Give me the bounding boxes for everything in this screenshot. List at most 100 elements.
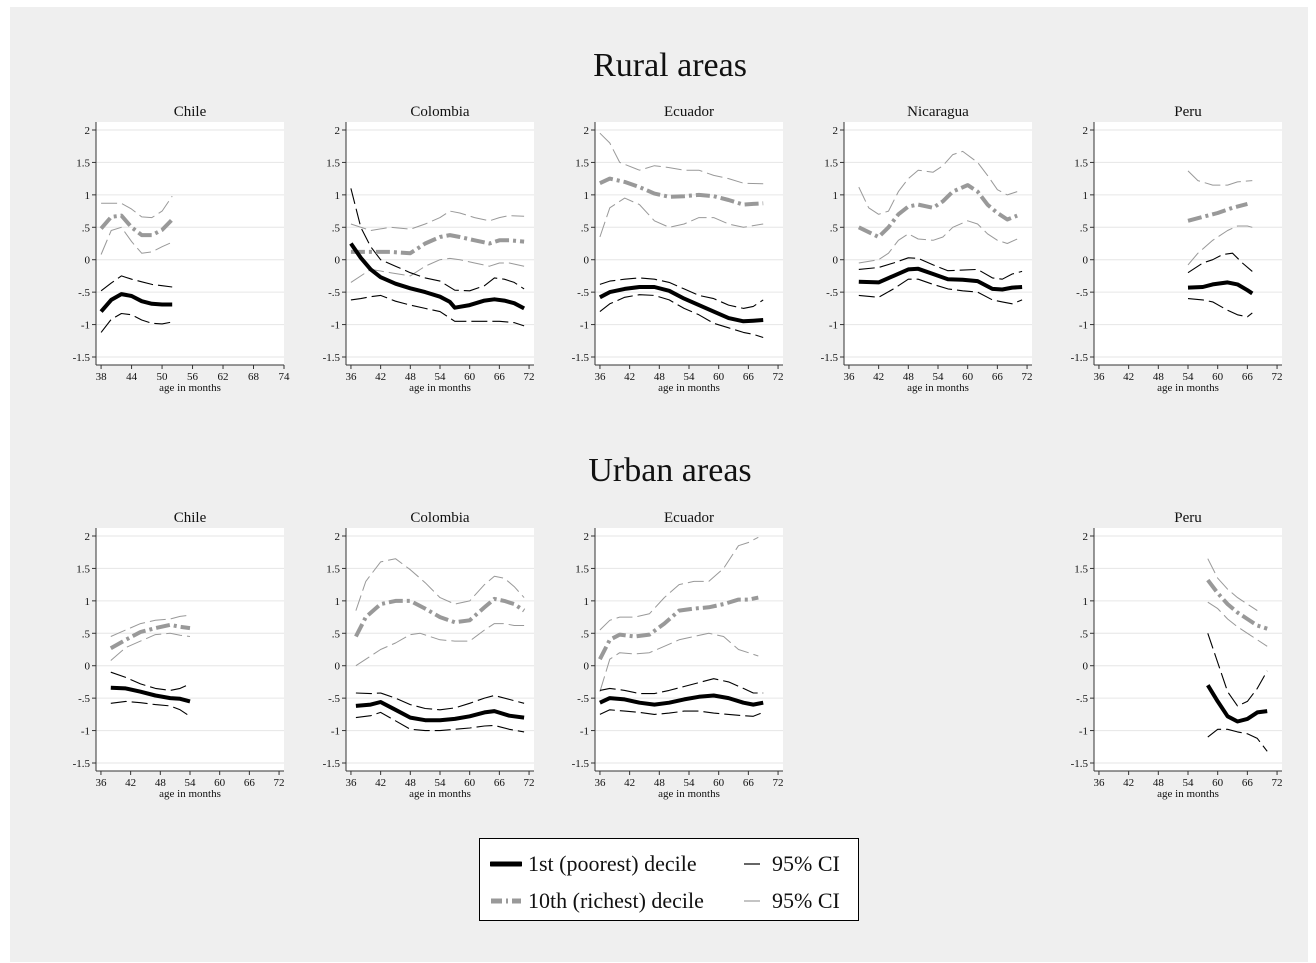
x-tick-label: 42 — [1123, 777, 1134, 789]
y-tick-label: 0 — [833, 255, 839, 267]
legend-swatch-poorest-ci — [744, 863, 760, 865]
series-richest-ci-lower — [355, 623, 525, 667]
y-tick-label: 1.5 — [1074, 563, 1088, 575]
x-tick-label: 72 — [524, 777, 535, 789]
series-poorest — [1206, 684, 1268, 724]
series-richest-ci-lower — [350, 257, 525, 283]
series-richest-ci-upper — [1207, 558, 1258, 612]
x-tick-label: 60 — [214, 777, 226, 789]
x-tick-label: 36 — [594, 371, 606, 383]
series-poorest — [349, 242, 526, 311]
y-tick-label: .5 — [581, 222, 590, 234]
y-tick-label: 1.5 — [824, 157, 838, 169]
x-tick-label: 36 — [345, 371, 357, 383]
y-tick-label: -.5 — [328, 287, 340, 299]
panel-rural-colombia: Colombia -1.5 -1 -.5 0 .5 1 1.5 2 36 42 48 54 60 66 72 a… — [323, 104, 535, 394]
series-richest-ci-upper — [599, 536, 759, 631]
y-tick-label: 0 — [85, 661, 91, 673]
series-richest — [857, 183, 1018, 239]
series-poorest-ci-lower — [355, 711, 525, 733]
y-tick-label: .5 — [332, 222, 341, 234]
series-richest-ci-lower — [110, 632, 191, 661]
y-tick-label: 1.5 — [326, 157, 340, 169]
y-tick-label: 1 — [85, 190, 91, 202]
section-title-rural: Rural areas — [593, 47, 747, 84]
series-richest-ci-lower — [100, 226, 173, 255]
series-poorest — [110, 685, 191, 704]
panel-urban-ecuador: Ecuador -1.5 -1 -.5 0 .5 1 1.5 2 36 42 48 54 60 66 72 ag… — [572, 510, 784, 800]
y-tick-label: 2 — [335, 125, 341, 137]
y-tick-label: 1.5 — [575, 563, 589, 575]
x-axis-label: age in months — [409, 382, 471, 394]
series-poorest-ci-upper — [100, 275, 173, 292]
plot-area — [844, 122, 1032, 365]
series-richest-ci-lower — [1207, 601, 1268, 647]
series-poorest-ci-lower — [1207, 728, 1268, 752]
y-tick-label: .5 — [1080, 628, 1089, 640]
panel-rural-ecuador: Ecuador -1.5 -1 -.5 0 .5 1 1.5 2 36 42 48 54 60 66 72 ag… — [572, 104, 784, 394]
x-tick-label: 60 — [962, 371, 974, 383]
x-tick-label: 42 — [873, 371, 884, 383]
x-axis-label: age in months — [409, 788, 471, 800]
series-richest — [350, 233, 525, 256]
x-tick-label: 48 — [405, 371, 417, 383]
series-poorest — [599, 693, 764, 707]
y-tick-label: 1 — [1083, 596, 1089, 608]
x-axis-label: age in months — [658, 382, 720, 394]
x-tick-label: 56 — [187, 371, 199, 383]
x-tick-label: 36 — [594, 777, 606, 789]
x-tick-label: 36 — [1093, 371, 1105, 383]
x-axis-label: age in months — [907, 382, 969, 394]
y-tick-label: 1.5 — [76, 157, 90, 169]
series-poorest-ci-lower — [100, 312, 173, 333]
series-richest-ci-lower — [599, 632, 759, 692]
y-tick-label: .5 — [1080, 222, 1089, 234]
series-richest-ci-upper — [355, 558, 525, 611]
x-tick-label: 60 — [713, 777, 725, 789]
x-axis-label: age in months — [658, 788, 720, 800]
series-poorest-ci-lower — [350, 294, 525, 327]
series-richest — [1187, 201, 1248, 223]
series-poorest — [858, 266, 1023, 292]
x-tick-label: 36 — [1093, 777, 1105, 789]
y-tick-label: -1.5 — [821, 352, 839, 364]
legend-swatch-richest — [491, 898, 521, 904]
series-poorest-ci-lower — [858, 278, 1023, 305]
plot-area — [346, 122, 534, 365]
plot-area — [595, 122, 783, 365]
series-richest — [1206, 578, 1268, 631]
y-tick-label: 0 — [1083, 661, 1089, 673]
panel-rural-peru: Peru -1.5 -1 -.5 0 .5 1 1.5 2 36 42 48 54 60 66 72 age i… — [1071, 104, 1283, 394]
y-tick-label: 1.5 — [326, 563, 340, 575]
series-poorest — [355, 700, 525, 723]
y-tick-label: 2 — [584, 125, 590, 137]
series-richest-ci-upper — [350, 210, 525, 231]
panel-title: Colombia — [410, 510, 470, 526]
y-tick-label: 1 — [335, 596, 341, 608]
legend-item-poorest-ci: 95% CI — [736, 849, 840, 879]
y-tick-label: 2 — [584, 531, 590, 543]
x-axis-label: age in months — [159, 382, 221, 394]
x-tick-label: 60 — [713, 371, 725, 383]
x-tick-label: 54 — [684, 777, 696, 789]
y-tick-label: -1 — [331, 320, 340, 332]
y-tick-label: .5 — [581, 628, 590, 640]
y-tick-label: 1.5 — [76, 563, 90, 575]
y-tick-label: .5 — [82, 222, 91, 234]
x-tick-label: 54 — [684, 371, 696, 383]
y-tick-label: 1 — [335, 190, 341, 202]
panel-title: Nicaragua — [907, 104, 969, 120]
y-tick-label: 1 — [584, 190, 590, 202]
legend-item-richest-ci: 95% CI — [736, 886, 840, 916]
panel-title: Chile — [174, 104, 207, 120]
y-tick-label: -1.5 — [1071, 352, 1089, 364]
series-poorest-ci-lower — [1187, 298, 1253, 318]
x-tick-label: 36 — [843, 371, 855, 383]
y-tick-label: -1 — [331, 726, 340, 738]
x-tick-label: 54 — [435, 777, 447, 789]
series-poorest-ci-lower — [599, 294, 764, 339]
series-richest-ci-lower — [1187, 225, 1253, 266]
panel-title: Ecuador — [664, 510, 714, 526]
